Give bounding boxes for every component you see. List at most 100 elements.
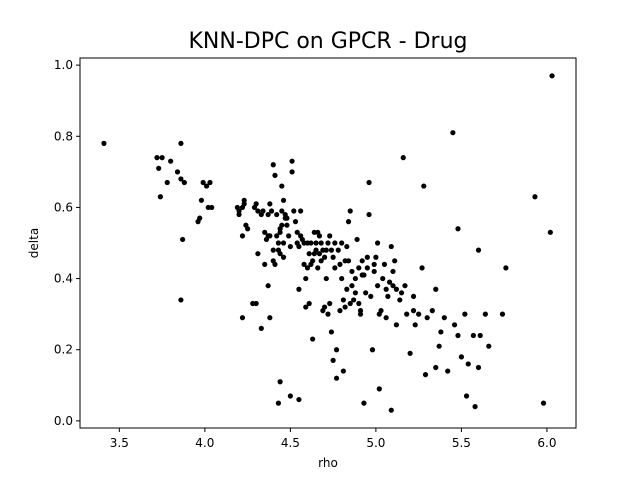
data-point (286, 233, 292, 239)
data-point (354, 236, 360, 243)
data-point (174, 169, 181, 175)
data-point (289, 158, 295, 164)
data-point (180, 236, 186, 243)
data-point (332, 240, 338, 246)
data-point (397, 297, 403, 303)
data-point (289, 169, 295, 175)
data-point (366, 211, 372, 218)
data-point (270, 247, 276, 253)
data-point (375, 240, 381, 246)
data-point (347, 300, 353, 307)
data-point (321, 304, 328, 310)
data-point (424, 315, 430, 321)
data-point (267, 315, 273, 321)
data-point (429, 308, 435, 314)
y-tick-label: 0.0 (54, 414, 73, 428)
data-point (388, 407, 394, 413)
data-point (335, 247, 341, 253)
data-point (280, 240, 287, 246)
data-point (270, 162, 276, 168)
data-point (390, 283, 396, 289)
data-point (486, 343, 492, 349)
data-point (385, 293, 391, 299)
data-point (549, 73, 555, 79)
data-point (315, 265, 321, 271)
data-point (380, 275, 386, 282)
data-point (404, 311, 410, 317)
data-point (301, 261, 307, 267)
data-point (178, 297, 184, 303)
data-point (345, 258, 352, 264)
data-point (241, 201, 247, 207)
data-point (318, 258, 324, 264)
data-point (303, 304, 309, 310)
y-axis-label: delta (27, 228, 41, 258)
data-point (356, 300, 362, 307)
data-point (388, 243, 394, 250)
data-point (260, 208, 266, 214)
data-point (361, 272, 367, 278)
data-point (292, 219, 299, 225)
data-point (463, 393, 470, 399)
data-point (482, 311, 488, 317)
data-point (393, 286, 400, 292)
data-point (337, 308, 343, 314)
data-point (337, 261, 343, 267)
x-tick-label: 4.0 (195, 436, 214, 450)
data-point (327, 300, 333, 307)
y-tick-label: 0.8 (54, 129, 73, 143)
data-point (287, 243, 293, 250)
data-point (455, 332, 461, 339)
data-point (472, 404, 478, 410)
data-point (458, 354, 465, 360)
data-point (330, 357, 336, 363)
data-point (327, 233, 333, 239)
data-point (366, 179, 372, 186)
data-point (475, 247, 482, 253)
data-point (275, 240, 281, 246)
data-point (359, 258, 365, 264)
data-point (433, 364, 439, 371)
data-point (381, 261, 388, 267)
data-point (441, 315, 447, 321)
data-point (277, 229, 283, 235)
data-point (245, 226, 251, 232)
data-point (392, 258, 398, 264)
data-point (340, 297, 346, 303)
data-point (462, 311, 468, 317)
data-point (239, 233, 246, 239)
data-point (328, 247, 335, 253)
data-point (275, 400, 281, 406)
data-point (450, 130, 456, 136)
data-point (344, 286, 350, 292)
data-point (241, 197, 247, 203)
data-point (421, 183, 427, 189)
data-point (333, 375, 340, 381)
data-point (393, 322, 400, 328)
data-point (306, 251, 312, 257)
data-point (349, 268, 355, 275)
data-point (313, 240, 319, 246)
plot-frame (79, 57, 577, 429)
data-point (156, 165, 162, 171)
data-point (265, 211, 271, 218)
data-point (101, 140, 107, 146)
data-point (303, 275, 309, 282)
data-point (532, 194, 538, 200)
y-tick-label: 1.0 (54, 58, 73, 72)
data-point (200, 179, 206, 186)
data-point (294, 229, 300, 235)
data-point (272, 261, 278, 267)
data-point (207, 179, 213, 186)
data-point (333, 347, 340, 353)
data-point (470, 332, 476, 339)
data-point (280, 254, 287, 260)
data-point (316, 251, 323, 257)
data-point (383, 286, 389, 292)
data-point (328, 329, 335, 335)
data-point (313, 247, 319, 253)
data-point (255, 208, 261, 214)
data-point (475, 364, 482, 371)
data-point (274, 233, 280, 239)
data-point (422, 372, 429, 378)
